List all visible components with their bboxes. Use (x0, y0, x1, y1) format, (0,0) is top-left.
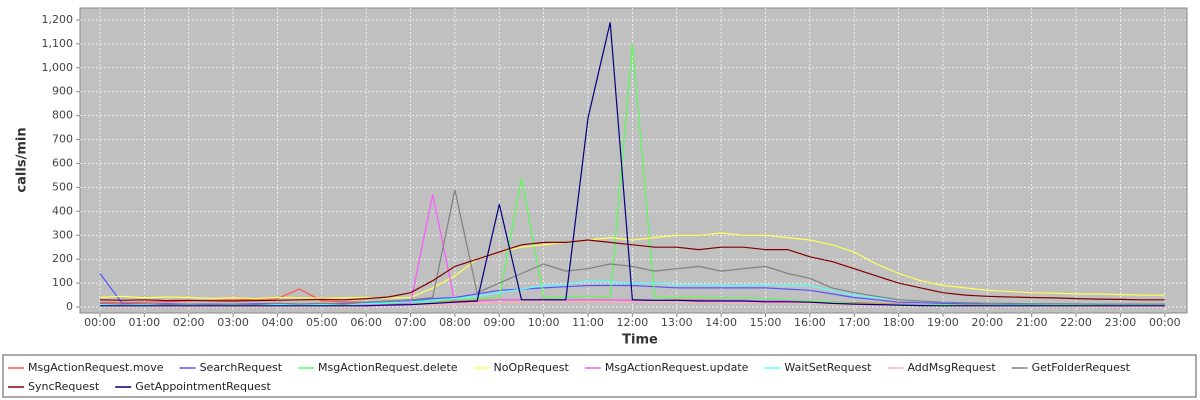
x-tick-label: 11:00 (572, 316, 604, 329)
x-tick-label: 09:00 (483, 316, 515, 329)
x-tick-label: 07:00 (395, 316, 427, 329)
y-tick-label: 600 (52, 156, 73, 169)
x-tick-label: 00:00 (84, 316, 116, 329)
x-tick-label: 08:00 (439, 316, 471, 329)
legend-label: MsgActionRequest.update (605, 361, 749, 374)
x-tick-label: 15:00 (750, 316, 782, 329)
x-tick-label: 21:00 (1016, 316, 1048, 329)
x-tick-label: 19:00 (927, 316, 959, 329)
x-tick-label: 13:00 (661, 316, 693, 329)
y-tick-label: 100 (52, 276, 73, 289)
series-line (99, 189, 1165, 306)
x-tick-label: 17:00 (838, 316, 870, 329)
legend-label: AddMsgRequest (907, 361, 996, 374)
series-line (99, 232, 1165, 300)
y-tick-label: 400 (52, 204, 73, 217)
x-tick-label: 10:00 (528, 316, 560, 329)
x-tick-label: 16:00 (794, 316, 826, 329)
series-line (99, 239, 1165, 302)
y-tick-label: 0 (66, 300, 73, 313)
x-tick-label: 05:00 (306, 316, 338, 329)
x-tick-label: 14:00 (705, 316, 737, 329)
y-tick-label: 1,100 (42, 37, 74, 50)
legend-label: GetAppointmentRequest (135, 380, 271, 393)
y-axis-title: calls/min (15, 127, 30, 192)
legend-label: MsgActionRequest.move (28, 361, 164, 374)
legend-label: SearchRequest (200, 361, 283, 374)
x-axis-title: Time (622, 333, 658, 348)
y-tick-label: 200 (52, 252, 73, 265)
series-line (100, 22, 1165, 307)
x-tick-label: 04:00 (262, 316, 294, 329)
x-tick-label: 03:00 (217, 316, 249, 329)
y-tick-label: 300 (52, 228, 73, 241)
legend-label: GetFolderRequest (1032, 361, 1131, 374)
y-tick-label: 800 (52, 109, 73, 122)
x-tick-label: 23:00 (1105, 316, 1137, 329)
legend-label: NoOpRequest (494, 361, 570, 374)
y-tick-label: 700 (52, 133, 73, 146)
y-tick-label: 1,000 (42, 61, 74, 74)
y-tick-label: 1,200 (42, 13, 74, 26)
x-tick-label: 01:00 (128, 316, 160, 329)
legend-label: WaitSetRequest (784, 361, 872, 374)
legend-label: MsgActionRequest.delete (318, 361, 458, 374)
x-tick-label: 12:00 (617, 316, 649, 329)
legend-label: SyncRequest (28, 380, 100, 393)
x-tick-label: 18:00 (883, 316, 915, 329)
x-tick-label: 00:00 (1149, 316, 1181, 329)
legend-box (2, 354, 1197, 398)
y-tick-label: 900 (52, 85, 73, 98)
x-tick-label: 20:00 (971, 316, 1003, 329)
y-tick-label: 500 (52, 180, 73, 193)
x-tick-label: 22:00 (1060, 316, 1092, 329)
x-tick-label: 02:00 (173, 316, 205, 329)
x-tick-label: 06:00 (350, 316, 382, 329)
